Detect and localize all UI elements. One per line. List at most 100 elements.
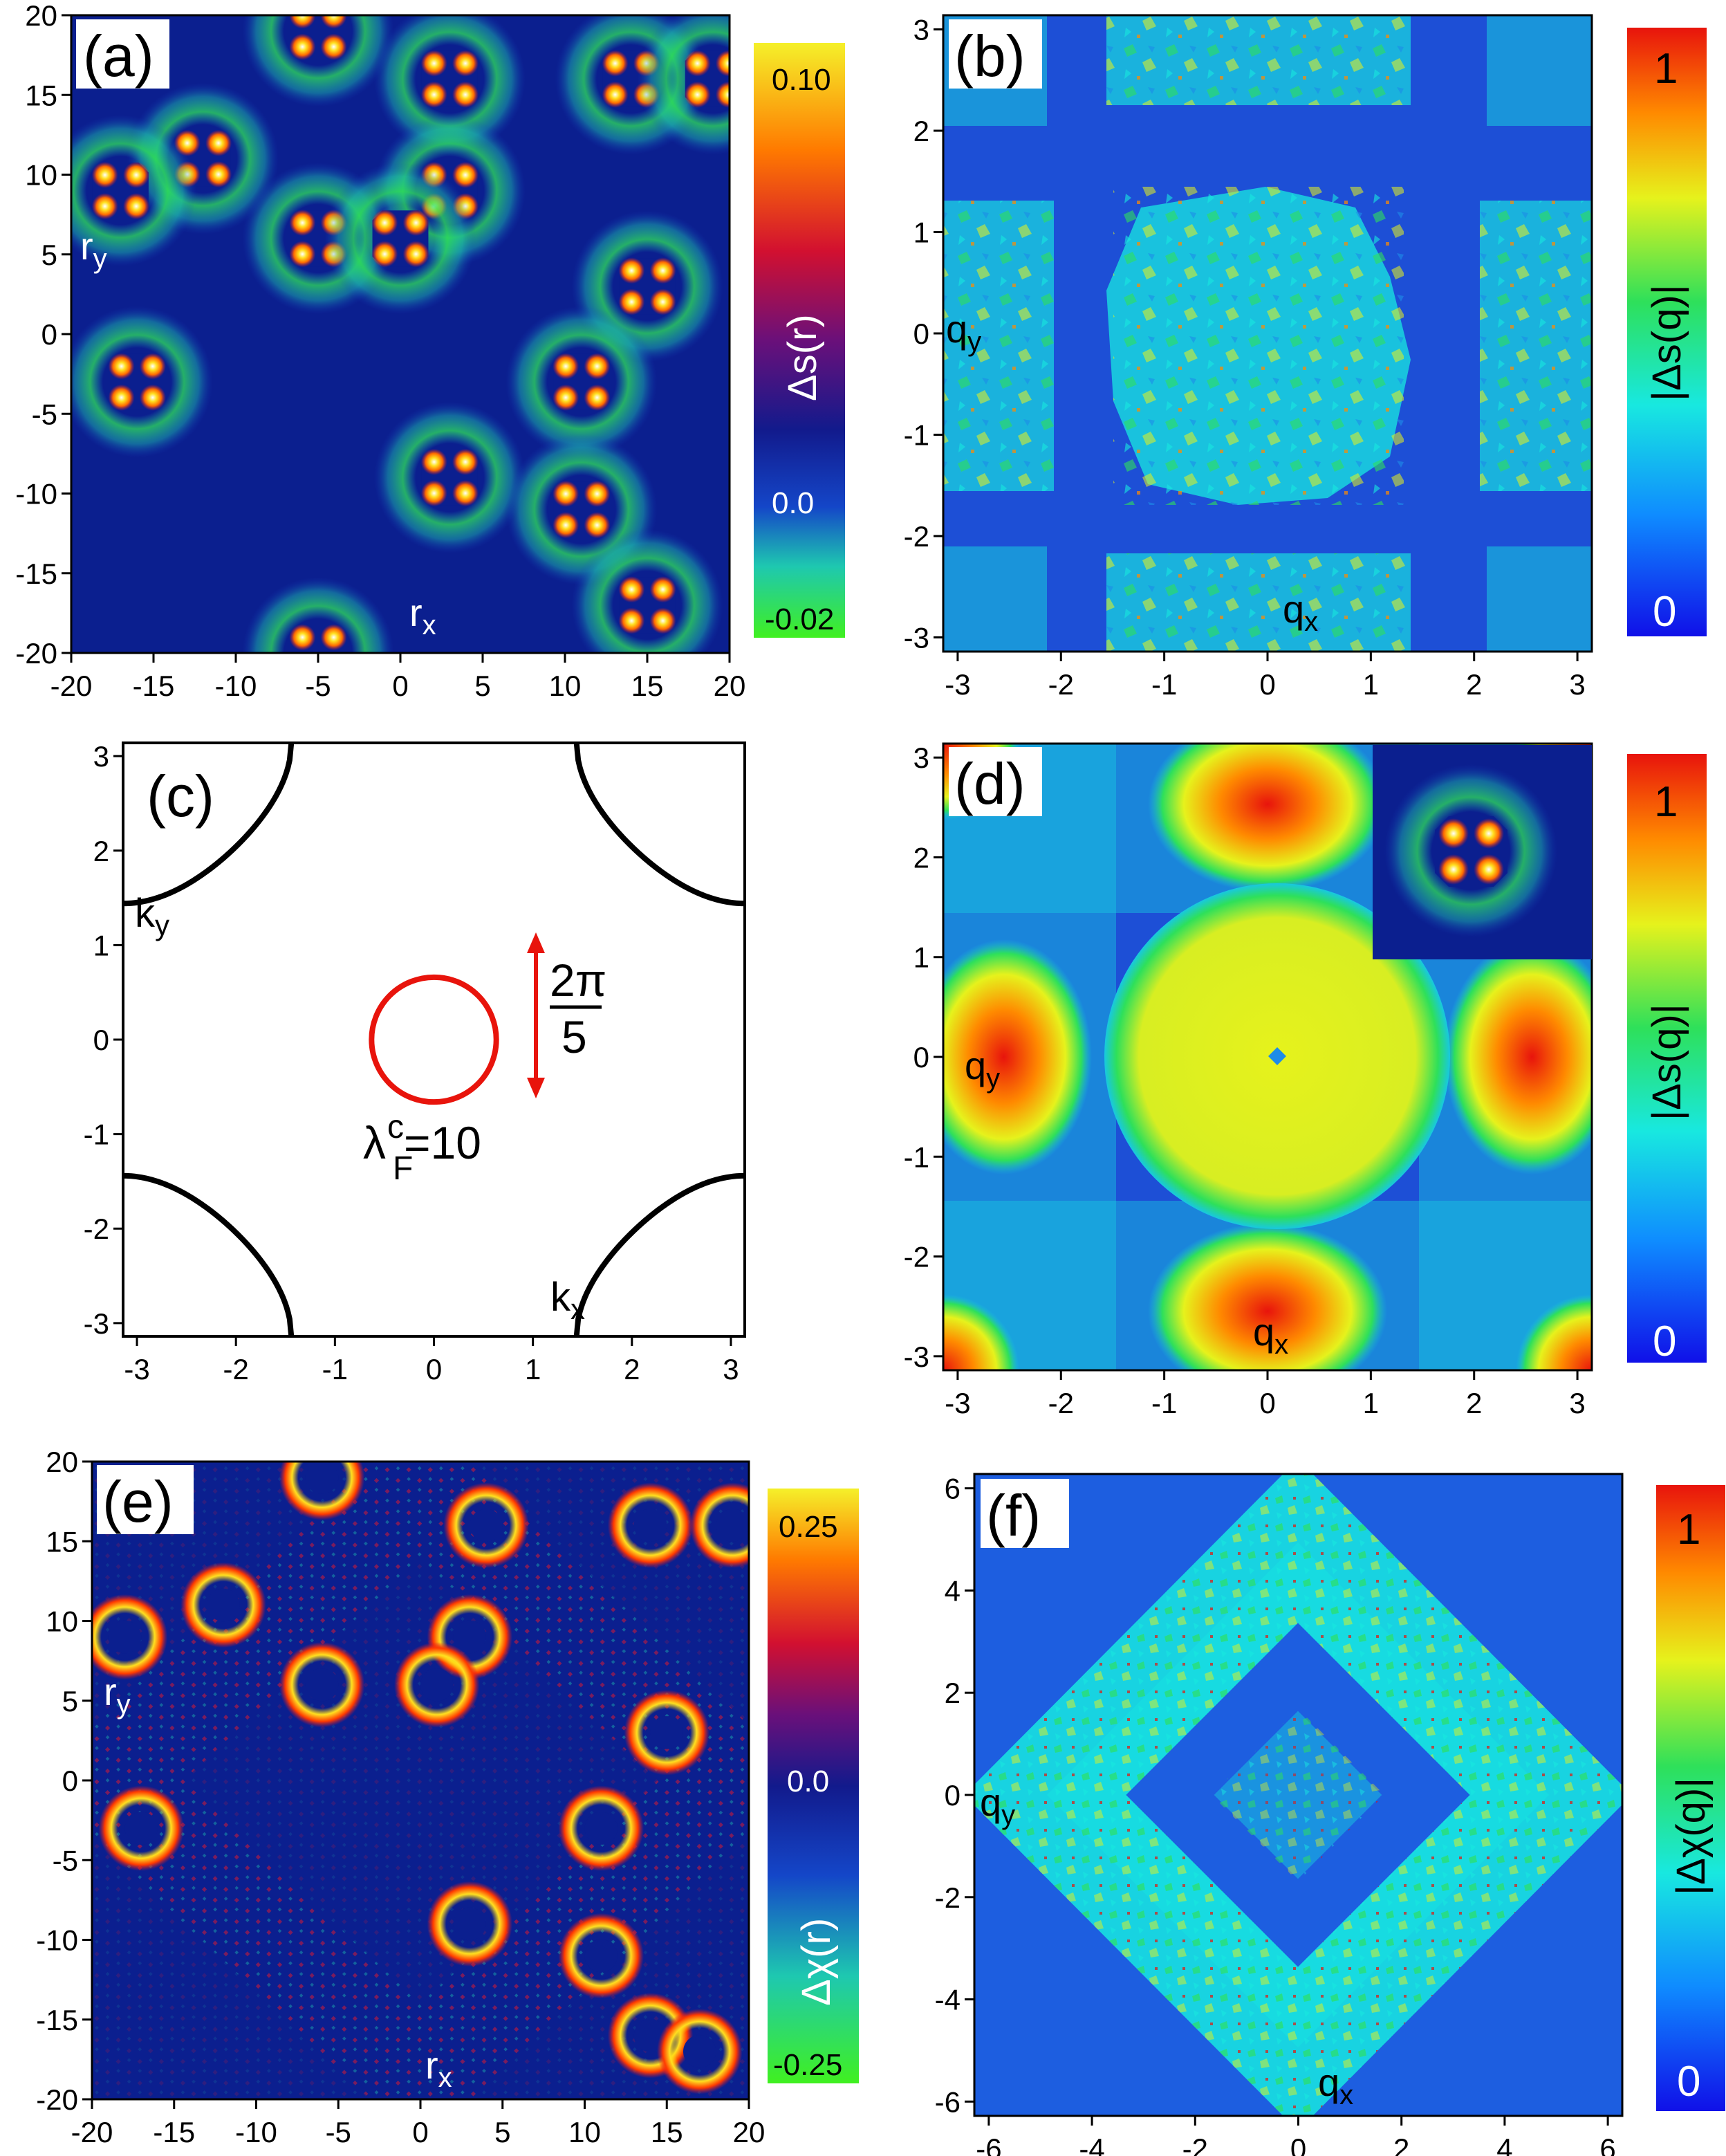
panel-c-x-ticks: -3 -2 -1 0 1 2 3	[124, 1336, 739, 1385]
panel-c-y-tick-label: 2	[93, 835, 109, 867]
impurity-spot	[553, 353, 579, 380]
panel-f-y-tick-label: 4	[945, 1574, 961, 1607]
panel-c-lambda-value: =10	[404, 1117, 481, 1168]
panel-e-y-tick-label: -15	[36, 2004, 78, 2036]
impurity-spot	[602, 81, 629, 108]
panel-d-bottom-lobe	[1148, 1223, 1387, 1370]
impurity-spot	[715, 50, 730, 77]
impurity-spot	[420, 480, 447, 507]
panel-d-cbar-tick-bot: 0	[1653, 1318, 1676, 1365]
panel-f-core	[1212, 1708, 1384, 1881]
panel-c-lambda-sup: c	[387, 1109, 404, 1145]
panel-b-x-tick-label: -2	[1048, 668, 1074, 701]
panel-d-center-dot	[1268, 1047, 1286, 1065]
panel-f-map	[974, 1474, 1622, 2116]
panel-b-x-tick-label: 3	[1569, 668, 1585, 701]
panel-d-x-tick-label: -1	[1151, 1387, 1177, 1419]
panel-a-x-tick-label: 0	[392, 670, 408, 702]
impurity-spot	[452, 81, 479, 108]
panel-a-impurities	[71, 15, 730, 653]
panel-a-colorbar	[754, 43, 845, 638]
panel-f-x-tick-label: 4	[1496, 2132, 1512, 2156]
panel-a-x-tick-label: -15	[133, 670, 175, 702]
panel-f-ring-noise	[974, 1474, 1622, 2116]
panel-c-lambda-sub: F	[393, 1150, 413, 1187]
panel-f-x-tick-label: -2	[1182, 2132, 1208, 2156]
panel-b-cbar-tick-bot: 0	[1653, 588, 1676, 636]
panel-b-x-tick-label: 1	[1363, 668, 1379, 701]
panel-b-ylabel-main: q	[946, 307, 967, 351]
panel-e-x-tick-label: 5	[494, 2116, 510, 2148]
impurity-halo	[242, 15, 394, 107]
panel-d-cbar-label: |Δs(q)|	[1644, 1004, 1689, 1121]
impurity-ring-core	[305, 1668, 339, 1702]
panel-f-x-tick-label: 0	[1290, 2132, 1306, 2156]
panel-c-ylabel-sub: y	[155, 909, 169, 941]
panel-b-ylabel: qy	[946, 307, 981, 357]
panel-f-x-ticks: -6 -4 -2 0 2 4 6	[976, 2116, 1616, 2156]
impurity-spot	[289, 15, 316, 29]
panel-b-y-tick-label: -1	[904, 418, 929, 451]
panel-c-ylabel: ky	[135, 891, 169, 941]
panel-c-y-tick-label: 3	[93, 740, 109, 773]
impurity-spot	[452, 480, 479, 507]
panel-a-x-tick-label: -5	[305, 670, 331, 702]
panel-b-ylabel-sub: y	[967, 326, 981, 357]
panel-a-x-tick-label: -10	[215, 670, 257, 702]
impurity-spot	[402, 241, 429, 268]
panel-f-x-tick-label: 6	[1599, 2132, 1615, 2156]
impurity-spot	[649, 607, 676, 634]
impurity-ring-core	[650, 1716, 683, 1749]
panel-e-xlabel-sub: x	[438, 2063, 452, 2093]
panel-b-top-noise	[1106, 15, 1411, 105]
impurity-spot	[715, 81, 730, 108]
impurity-spot	[584, 512, 611, 539]
panel-c-fraction-numerator: 2π	[550, 955, 606, 1006]
impurity-spot	[289, 33, 316, 60]
panel-c-y-tick-label: -2	[84, 1213, 109, 1245]
panel-f-tag: (f)	[986, 1483, 1041, 1548]
panel-e-tag-box	[97, 1465, 194, 1534]
panel-b-x-tick-label: 2	[1466, 668, 1482, 701]
panel-d-y-tick-label: 2	[913, 841, 929, 874]
impurity-spot	[289, 624, 316, 651]
panel-e-cbar-tick-mid: 0.0	[787, 1765, 829, 1798]
panel-d-ylabel-main: q	[965, 1044, 986, 1087]
panel-a-x-tick-label: -20	[50, 670, 93, 702]
panel-c-lambda-annotation: λc=10	[363, 1109, 481, 1168]
panel-b-y-tick-label: 3	[913, 14, 929, 46]
panel-a-cbar-tick-bot: -0.02	[765, 602, 834, 636]
panel-e-map	[92, 1462, 749, 2099]
panel-d-left-lobe	[943, 939, 1092, 1174]
panel-f-xlabel: qx	[1318, 2061, 1353, 2110]
impurity-ring-core	[633, 1509, 667, 1542]
panel-a-xlabel-sub: x	[423, 610, 436, 641]
panel-a-y-tick-label: 15	[25, 79, 57, 111]
impurity-spot	[289, 241, 316, 268]
panel-b-x-tick-label: -1	[1151, 668, 1177, 701]
impurity-spot	[371, 210, 398, 237]
panel-e-cbar-tick-bot: -0.25	[773, 2048, 842, 2082]
panel-f-ylabel: qy	[980, 1780, 1015, 1830]
impurity-spot	[452, 161, 479, 188]
panel-d-y-tick-label: 1	[913, 941, 929, 974]
panel-b-cbar-tick-top: 1	[1654, 45, 1678, 93]
panel-d-x-tick-label: 2	[1466, 1387, 1482, 1419]
impurity-spot	[108, 384, 135, 411]
panel-e-y-tick-label: -20	[36, 2083, 78, 2116]
panel-e-y-ticks: 20 15 10 5 0 -5 -10 -15 -20	[36, 1446, 92, 2116]
impurity-spot	[320, 624, 347, 651]
fermi-surface-branch	[573, 1172, 745, 1337]
impurity-spot	[371, 241, 398, 268]
panel-a-y-tick-label: -15	[15, 558, 57, 590]
impurity-spot	[402, 210, 429, 237]
panel-f-cbar-label: |Δχ(q)|	[1669, 1778, 1714, 1895]
impurity-ring-core	[716, 1509, 749, 1542]
panel-b-y-tick-label: -2	[904, 520, 929, 553]
panel-f-y-ticks: 6 4 2 0 -2 -4 -6	[935, 1473, 974, 2118]
panel-d-xlabel: qx	[1253, 1310, 1288, 1360]
panel-e-y-tick-label: -10	[36, 1924, 78, 1957]
panel-c-arrowhead-up	[527, 932, 545, 953]
panel-c-y-tick-label: 0	[93, 1024, 109, 1056]
